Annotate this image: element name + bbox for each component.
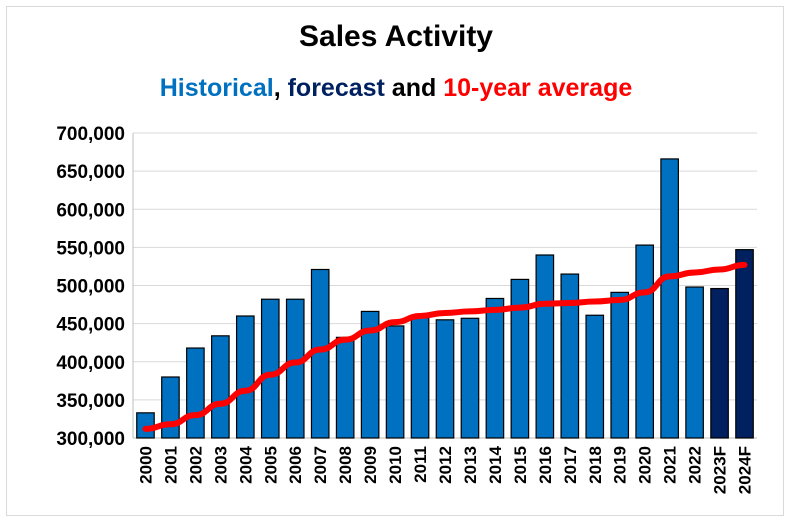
- average-line: [142, 261, 748, 432]
- historical-bar: [535, 254, 555, 439]
- x-tick-label: 2019: [611, 446, 630, 484]
- historical-bar: [685, 286, 704, 439]
- y-tick-label: 350,000: [56, 391, 125, 412]
- subtitle-forecast: forecast: [287, 74, 385, 102]
- y-tick-label: 600,000: [56, 200, 125, 221]
- historical-bar: [585, 314, 605, 439]
- x-tick-label: 2011: [411, 446, 430, 483]
- historical-bar: [560, 273, 580, 439]
- x-tick-label: 2006: [286, 446, 305, 484]
- chart-subtitle: Historical, forecast and 10-year average: [0, 74, 792, 103]
- x-tick-label: 2002: [186, 446, 205, 484]
- x-tick-label: 2003: [211, 446, 230, 484]
- historical-bar: [435, 319, 455, 439]
- subtitle-comma: ,: [273, 74, 288, 102]
- subtitle-average: 10-year average: [443, 74, 633, 102]
- forecast-bar: [710, 287, 729, 439]
- historical-bar: [635, 244, 655, 439]
- x-tick-label: 2021: [661, 446, 680, 484]
- subtitle-and: and: [384, 74, 444, 102]
- x-tick-label: 2004: [236, 445, 255, 483]
- historical-bar: [161, 376, 180, 439]
- historical-bar: [660, 158, 679, 439]
- historical-bar: [410, 316, 430, 439]
- historical-bar: [186, 347, 205, 439]
- historical-bar: [335, 336, 355, 439]
- y-tick-label: 450,000: [56, 315, 125, 336]
- x-tick-label: 2007: [311, 446, 330, 484]
- x-tick-label: 2018: [586, 446, 605, 484]
- historical-bar: [510, 278, 530, 439]
- x-tick-label: 2022: [686, 446, 705, 484]
- x-tick-label: 2014: [486, 445, 505, 483]
- x-tick-label: 2017: [561, 446, 580, 484]
- chart-title: Sales Activity: [299, 20, 493, 53]
- forecast-bar: [735, 249, 754, 439]
- historical-bar: [211, 335, 230, 439]
- x-tick-label: 2009: [361, 446, 380, 484]
- historical-bar: [360, 310, 380, 439]
- x-tick-label: 2008: [336, 446, 355, 484]
- historical-bar: [285, 298, 305, 439]
- x-tick-label: 2015: [511, 446, 530, 484]
- x-tick-label: 2023F: [711, 446, 730, 494]
- x-tick-label: 2012: [436, 446, 455, 484]
- x-tick-label: 2024F: [736, 446, 755, 494]
- y-tick-label: 500,000: [56, 277, 125, 298]
- x-tick-label: 2010: [386, 446, 405, 484]
- x-tick-label: 2016: [536, 446, 555, 484]
- historical-bar: [485, 297, 505, 439]
- x-tick-label: 2005: [261, 446, 280, 484]
- y-tick-label: 400,000: [56, 353, 125, 374]
- historical-bar: [260, 298, 280, 439]
- y-tick-label: 300,000: [56, 429, 125, 450]
- x-tick-label: 2000: [136, 446, 155, 484]
- y-tick-label: 550,000: [56, 238, 125, 259]
- historical-bar: [610, 291, 630, 439]
- historical-bar: [385, 325, 405, 439]
- x-tick-label: 2001: [161, 446, 180, 484]
- y-tick-label: 700,000: [56, 124, 125, 145]
- historical-bar: [460, 317, 480, 439]
- historical-bar: [235, 315, 255, 439]
- y-tick-label: 650,000: [56, 162, 125, 183]
- x-tick-label: 2020: [636, 446, 655, 484]
- subtitle-historical: Historical: [159, 74, 274, 102]
- x-tick-label: 2013: [461, 446, 480, 484]
- chart-frame: [6, 6, 784, 516]
